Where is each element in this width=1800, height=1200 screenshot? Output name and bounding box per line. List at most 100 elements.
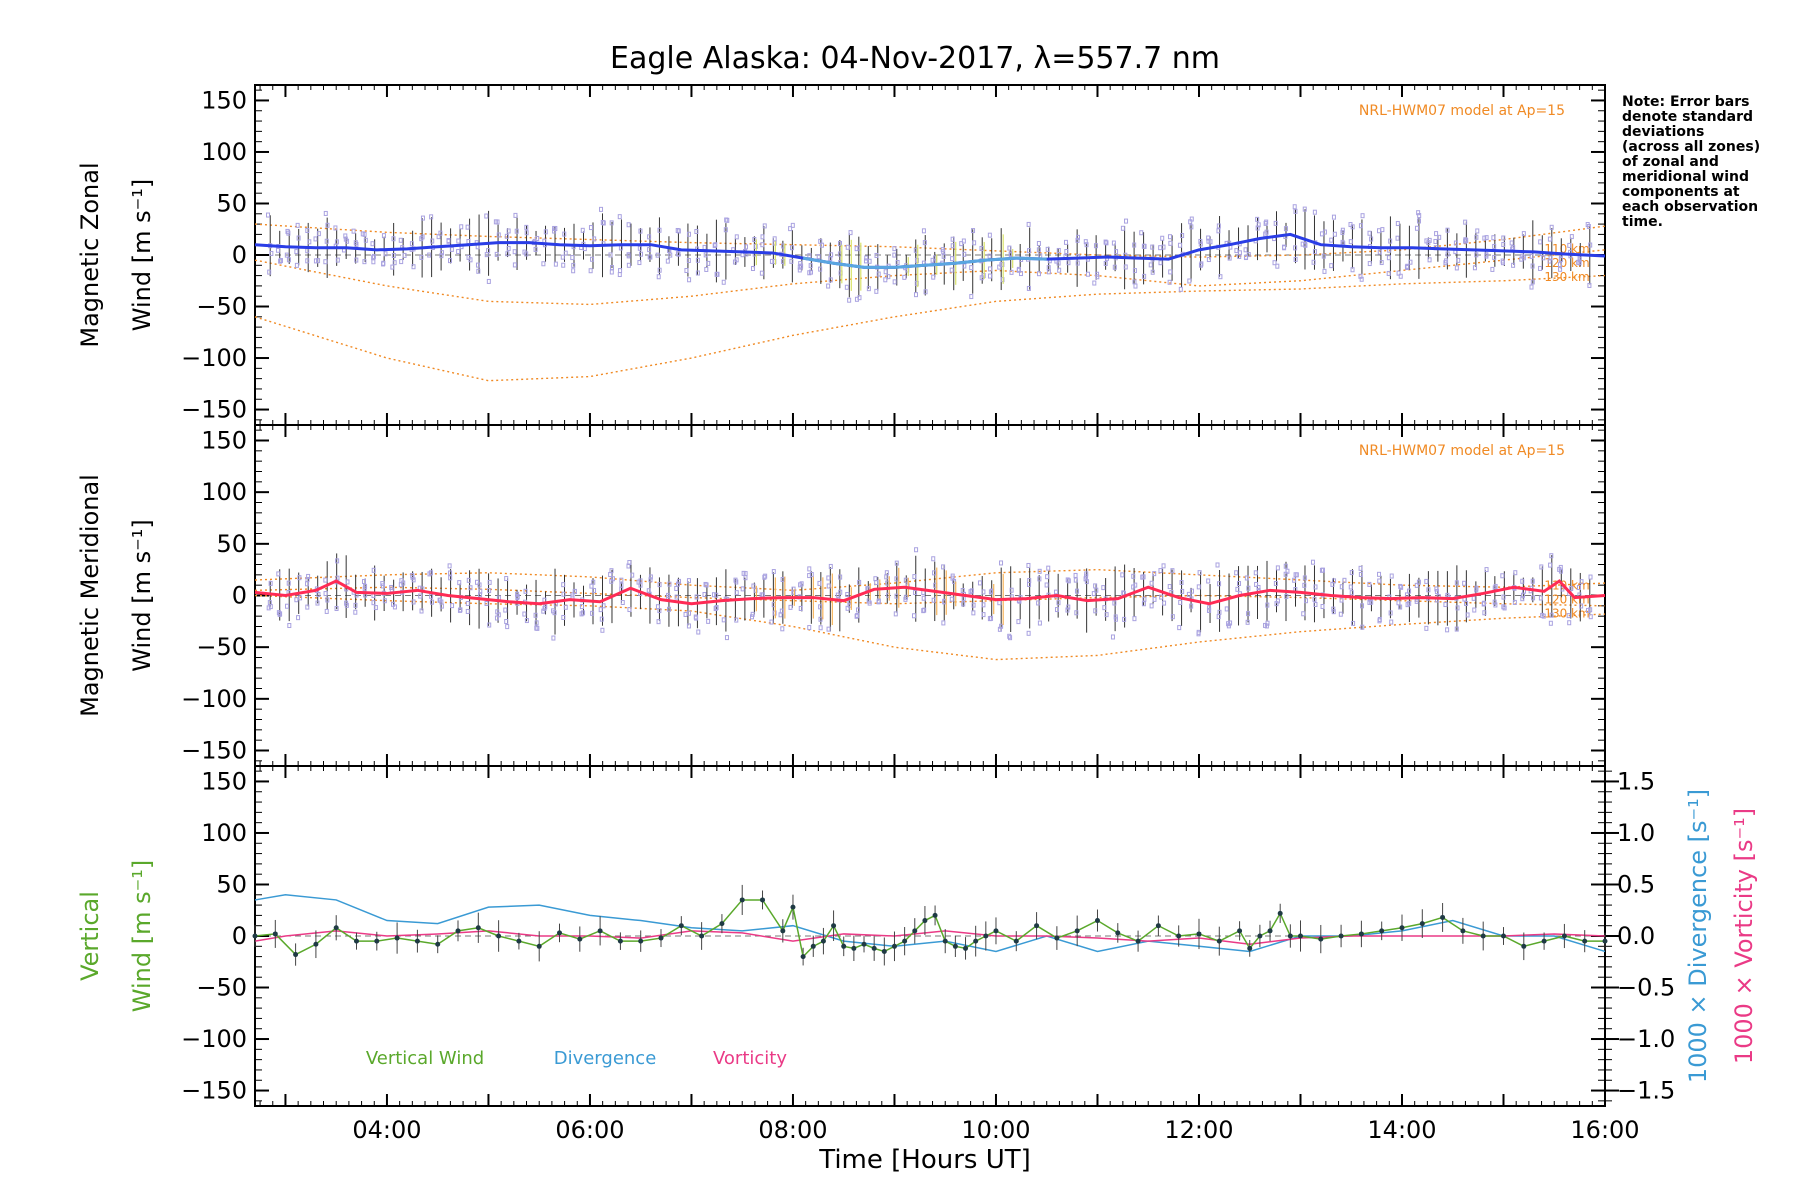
zone-marker [1462,580,1467,586]
zone-marker [324,608,329,614]
zone-marker [436,234,441,240]
vertical-wind-point [1115,930,1121,936]
zone-marker [762,223,767,229]
zone-marker [1330,581,1335,587]
zone-marker [362,231,367,237]
zone-marker [1321,253,1326,259]
zone-marker [617,214,622,220]
zone-marker [1538,265,1543,271]
zone-marker [305,581,310,587]
zone-marker [1303,598,1308,604]
zone-marker [563,250,568,256]
zone-marker [381,260,386,266]
zone-marker [323,210,328,216]
zone-marker [667,606,672,612]
zone-marker [1124,218,1129,224]
zone-marker [1037,576,1042,582]
legend-item: Vertical Wind [366,1048,484,1069]
zone-marker [1569,585,1574,591]
zone-marker [912,574,917,580]
zone-marker [353,609,358,615]
zone-marker [1187,278,1192,284]
zone-marker [999,623,1004,629]
zone-marker [807,253,812,259]
y2-tick-label: 1.0 [1617,819,1655,847]
zone-marker [609,568,614,574]
divergence-line [254,894,1606,953]
model-label: NRL-HWM07 model at Ap=15 [1359,443,1565,459]
zone-marker [284,252,289,258]
zone-marker [1112,264,1117,270]
zone-marker [712,243,717,249]
zone-marker [1501,594,1506,600]
vertical-wind-point [1521,943,1527,949]
y-tick-label: 150 [201,86,247,114]
zone-marker [1588,242,1593,248]
zone-marker [627,607,632,613]
zone-marker [1282,244,1287,250]
zone-marker [1310,559,1315,565]
zone-marker [807,566,812,572]
zone-marker [1102,605,1107,611]
zone-marker [487,622,492,628]
vertical-wind-point [1196,931,1202,937]
zone-marker [1405,602,1410,608]
zone-marker [903,577,908,583]
zone-marker [1120,225,1125,231]
zone-marker [382,598,387,604]
zone-marker [686,623,691,629]
zone-marker [1177,242,1182,248]
zone-marker [1284,593,1289,599]
zone-marker [1493,602,1498,608]
zone-marker [979,245,984,251]
zone-marker [1055,607,1060,613]
zone-marker [1007,245,1012,251]
zone-marker [1208,239,1213,245]
zone-marker [1235,586,1240,592]
zone-marker [1313,602,1318,608]
zone-marker [1501,241,1506,247]
zone-marker [306,573,311,579]
zone-marker [1474,587,1479,593]
zone-marker [1066,604,1071,610]
zone-marker [674,594,679,600]
zone-marker [884,570,889,576]
zone-marker [1585,222,1590,228]
note-line: of zonal and [1622,154,1719,170]
zone-marker [362,259,367,265]
zone-marker [1358,223,1363,229]
zone-marker [696,629,701,635]
zone-marker [1549,224,1554,230]
y-tick-label: −50 [196,974,247,1002]
y-tick-label: 100 [201,819,247,847]
zone-marker [1093,583,1098,589]
zone-marker [383,251,388,257]
zone-marker [1548,562,1553,568]
y-tick-label: −150 [181,396,247,424]
zone-marker [476,268,481,274]
zone-marker [620,600,625,606]
zone-marker [1463,237,1468,243]
zone-marker [1132,279,1137,285]
vertical-wind-point [597,928,603,934]
zone-marker [1557,262,1562,268]
zone-marker [962,251,967,257]
zone-marker [344,602,349,608]
zone-marker [1443,602,1448,608]
vertical-wind-point [1379,928,1385,934]
zone-marker [750,265,755,271]
zone-marker [780,626,785,632]
zone-marker [278,258,283,264]
vertical-wind-point [1267,928,1273,934]
zone-marker [1340,239,1345,245]
zone-marker [1509,240,1514,246]
zone-marker [1454,580,1459,586]
zone-marker [1131,584,1136,590]
zone-marker [1265,620,1270,626]
zonal-panel: 150 100 50 0 −50 −100 −150 Magnetic Zonal Wind [… [76,84,1606,426]
zone-marker [648,577,653,583]
zone-marker [439,253,444,259]
zone-marker [1569,234,1574,240]
zone-marker [450,603,455,609]
